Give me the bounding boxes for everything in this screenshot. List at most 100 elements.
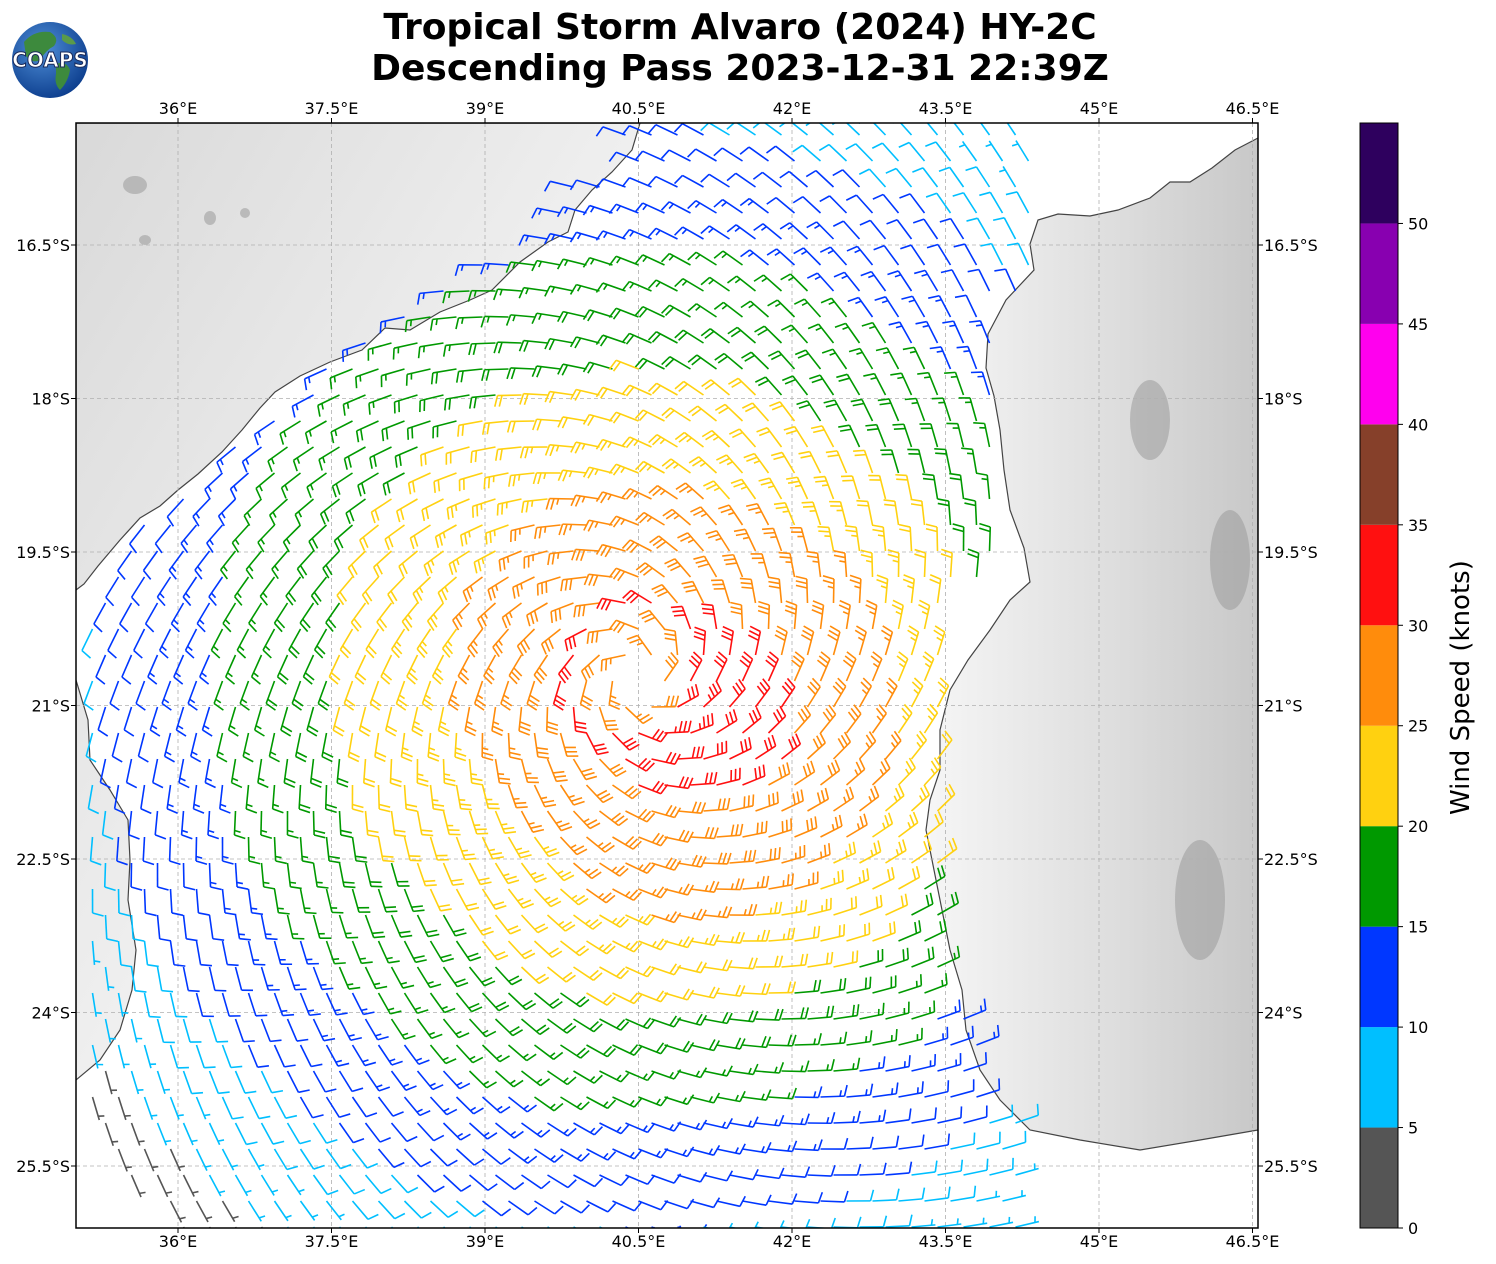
wind-barb: [455, 1096, 484, 1115]
wind-barb: [634, 460, 665, 474]
wind-barb: [468, 810, 489, 835]
wind-barb: [742, 1089, 772, 1101]
wind-barb: [599, 966, 630, 980]
wind-barb: [338, 1070, 364, 1093]
wind-barb: [911, 1219, 936, 1228]
wind-barb: [389, 758, 402, 788]
wind-barb: [883, 499, 900, 526]
wind-barb: [443, 394, 470, 411]
wind-barb: [130, 914, 145, 942]
wind-barb: [318, 446, 340, 471]
wind-barb: [520, 862, 547, 883]
wind-barb: [400, 732, 413, 762]
wind-barb: [384, 706, 398, 737]
wind-barb: [182, 1018, 202, 1043]
wind-barb: [863, 372, 887, 396]
wind-barb: [481, 1096, 511, 1114]
wind-barb: [931, 397, 952, 422]
lon-tick-bottom: 36°E: [159, 1232, 197, 1251]
wind-barb: [404, 316, 431, 333]
wind-barb: [1015, 1216, 1040, 1228]
wind-barb: [963, 1217, 988, 1228]
wind-barb: [729, 849, 757, 864]
wind-barb: [612, 888, 643, 902]
wind-barb: [419, 394, 444, 413]
wind-barb: [755, 1008, 784, 1021]
wind-barb: [845, 704, 862, 734]
wind-barb: [626, 634, 653, 656]
wind-barb: [781, 899, 808, 916]
wind-barb: [208, 1018, 229, 1043]
wind-barb: [262, 628, 276, 659]
wind-barb: [286, 1174, 305, 1196]
wind-barb: [364, 810, 380, 838]
wind-barb: [156, 1070, 170, 1095]
colorbar-tick-label: 40: [1408, 415, 1428, 434]
wind-barb: [427, 732, 440, 762]
wind-barb: [781, 1060, 810, 1073]
wind-barb: [716, 709, 738, 734]
wind-barb: [142, 836, 155, 866]
wind-barb: [701, 603, 718, 630]
wind-barb: [508, 1096, 537, 1113]
wind-barb: [532, 418, 561, 431]
wind-barb: [958, 140, 978, 162]
wind-barb: [937, 1218, 962, 1228]
wind-barb: [377, 1200, 406, 1220]
wind-barb: [390, 1018, 416, 1040]
wind-barb: [521, 1070, 551, 1087]
wind-barb: [595, 334, 626, 347]
colorbar-bin: [1360, 1027, 1398, 1128]
wind-barb: [833, 1163, 862, 1176]
wind-barb: [377, 888, 398, 913]
wind-barb: [552, 680, 567, 711]
wind-barb: [907, 448, 926, 474]
wind-barb: [234, 1226, 238, 1228]
wind-barb: [912, 167, 939, 188]
wind-barb: [923, 703, 939, 734]
lon-tick-top: 42°E: [773, 99, 811, 118]
wind-barb: [156, 576, 172, 607]
wind-barb: [842, 651, 857, 682]
wind-barb: [846, 922, 871, 942]
wind-barb: [612, 1200, 643, 1212]
wind-barb: [564, 628, 587, 652]
wind-barb: [914, 548, 927, 578]
wind-barb: [336, 758, 349, 788]
wind-barb: [208, 914, 225, 942]
wind-barb: [844, 525, 861, 552]
wind-barb: [390, 1070, 417, 1091]
wind-barb: [647, 279, 678, 292]
wind-barb: [387, 576, 406, 605]
wind-barb: [390, 628, 406, 659]
wind-barb: [989, 1216, 1014, 1228]
wind-barb: [915, 320, 939, 344]
wind-barb: [885, 947, 909, 968]
wind-barb: [703, 797, 731, 812]
wind-barb: [832, 731, 852, 760]
wind-barb: [622, 589, 652, 604]
wind-barb: [338, 1018, 362, 1042]
wind-barb: [572, 862, 602, 880]
wind-barb: [670, 605, 692, 630]
wind-barb: [700, 328, 730, 344]
wind-barb: [994, 268, 1017, 292]
wind-barb: [338, 1122, 365, 1144]
wind-barb: [807, 843, 831, 864]
wind-barb: [359, 524, 380, 551]
wind-barb: [858, 123, 887, 136]
wind-barb: [338, 966, 361, 990]
wind-barb: [130, 576, 146, 607]
wind-barb: [273, 1096, 298, 1119]
wind-barb: [625, 1017, 656, 1030]
wind-barb: [598, 706, 619, 731]
wind-barb: [117, 1096, 131, 1121]
wind-barb: [216, 732, 228, 763]
wind-barb: [904, 397, 926, 422]
wind-barb: [572, 810, 601, 830]
wind-barb: [925, 141, 952, 162]
wind-barb: [534, 524, 561, 540]
wind-barb: [840, 475, 861, 500]
wind-barb: [973, 422, 991, 448]
wind-barb: [870, 651, 883, 682]
